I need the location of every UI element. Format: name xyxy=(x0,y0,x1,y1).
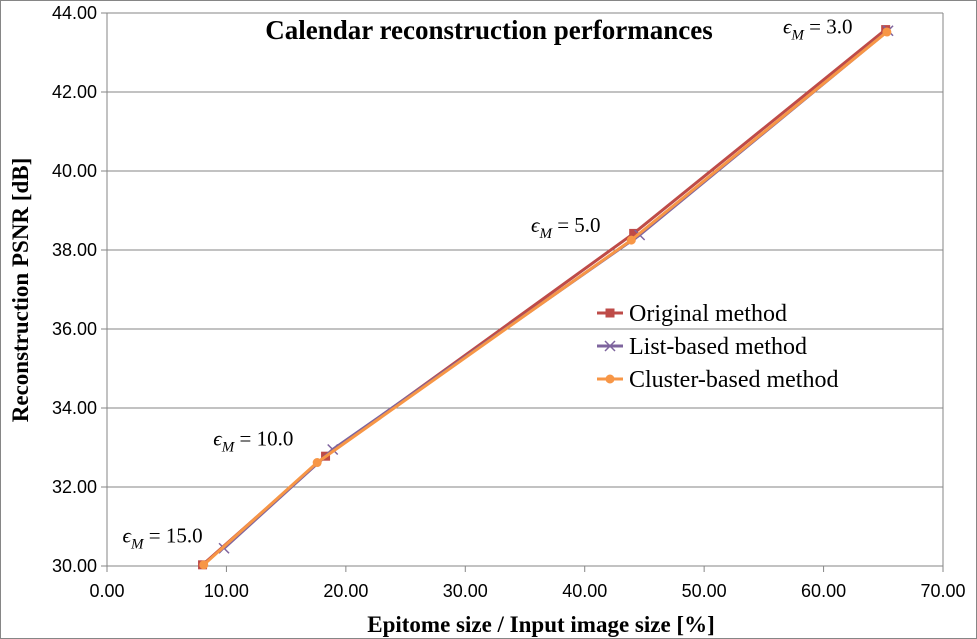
y-tick-label: 38.00 xyxy=(52,240,97,260)
annotations: ϵM = 15.0 ϵM = 10.0 ϵM = 5.0 ϵM = 3.0 xyxy=(123,15,853,553)
series-line xyxy=(202,30,888,566)
x-tick-label: 70.00 xyxy=(920,581,965,601)
x-tick-label: 20.00 xyxy=(323,581,368,601)
epsilon-annotation: ϵM = 3.0 xyxy=(783,15,853,44)
marker-x xyxy=(604,340,616,352)
epsilon-annotation: ϵM = 5.0 xyxy=(531,213,601,242)
series-lines xyxy=(198,25,894,570)
x-tick-label: 30.00 xyxy=(443,581,488,601)
marker-square xyxy=(629,228,639,238)
legend-entry: Cluster-based method xyxy=(597,367,838,393)
series-line xyxy=(201,28,887,566)
epsilon-annotation: ϵM = 15.0 xyxy=(123,523,203,552)
y-axis-title: Reconstruction PSNR [dB] xyxy=(8,158,33,423)
marker-circle xyxy=(882,27,892,37)
marker-circle xyxy=(626,235,636,245)
legend-entry: Original method xyxy=(597,301,787,327)
y-tick-label: 34.00 xyxy=(52,398,97,418)
x-tick-label: 10.00 xyxy=(204,581,249,601)
gridlines xyxy=(107,12,943,567)
marker-circle xyxy=(605,374,615,384)
y-tick-label: 36.00 xyxy=(52,319,97,339)
legend-label: Original method xyxy=(629,301,787,327)
marker-circle xyxy=(199,560,209,570)
y-tick-label: 30.00 xyxy=(52,556,97,576)
y-tick-label: 32.00 xyxy=(52,477,97,497)
y-tick-label: 40.00 xyxy=(52,161,97,181)
legend: Original method List-based method Cluster-… xyxy=(597,301,838,393)
marker-x-stroke xyxy=(604,340,616,352)
legend-entry: List-based method xyxy=(597,334,807,360)
legend-label: Cluster-based method xyxy=(629,367,838,393)
y-tick-label: 44.00 xyxy=(52,3,97,23)
y-tick-label: 42.00 xyxy=(52,82,97,102)
x-tick-label: 50.00 xyxy=(682,581,727,601)
x-axis-title: Epitome size / Input image size [%] xyxy=(367,612,715,637)
axes: 30.00 32.00 34.00 36.00 38.00 40.00 42.00 44.00… xyxy=(52,3,966,601)
legend-label: List-based method xyxy=(629,334,807,360)
epsilon-annotation: ϵM = 10.0 xyxy=(213,427,293,456)
series-original-method xyxy=(198,25,891,570)
x-tick-label: 0.00 xyxy=(89,581,124,601)
series-cluster-based-method xyxy=(199,27,892,570)
x-tick-label: 40.00 xyxy=(562,581,607,601)
x-tick-label: 60.00 xyxy=(801,581,846,601)
chart-title: Calendar reconstruction performances xyxy=(265,15,712,45)
marker-circle xyxy=(312,458,322,468)
marker-square xyxy=(605,308,615,318)
